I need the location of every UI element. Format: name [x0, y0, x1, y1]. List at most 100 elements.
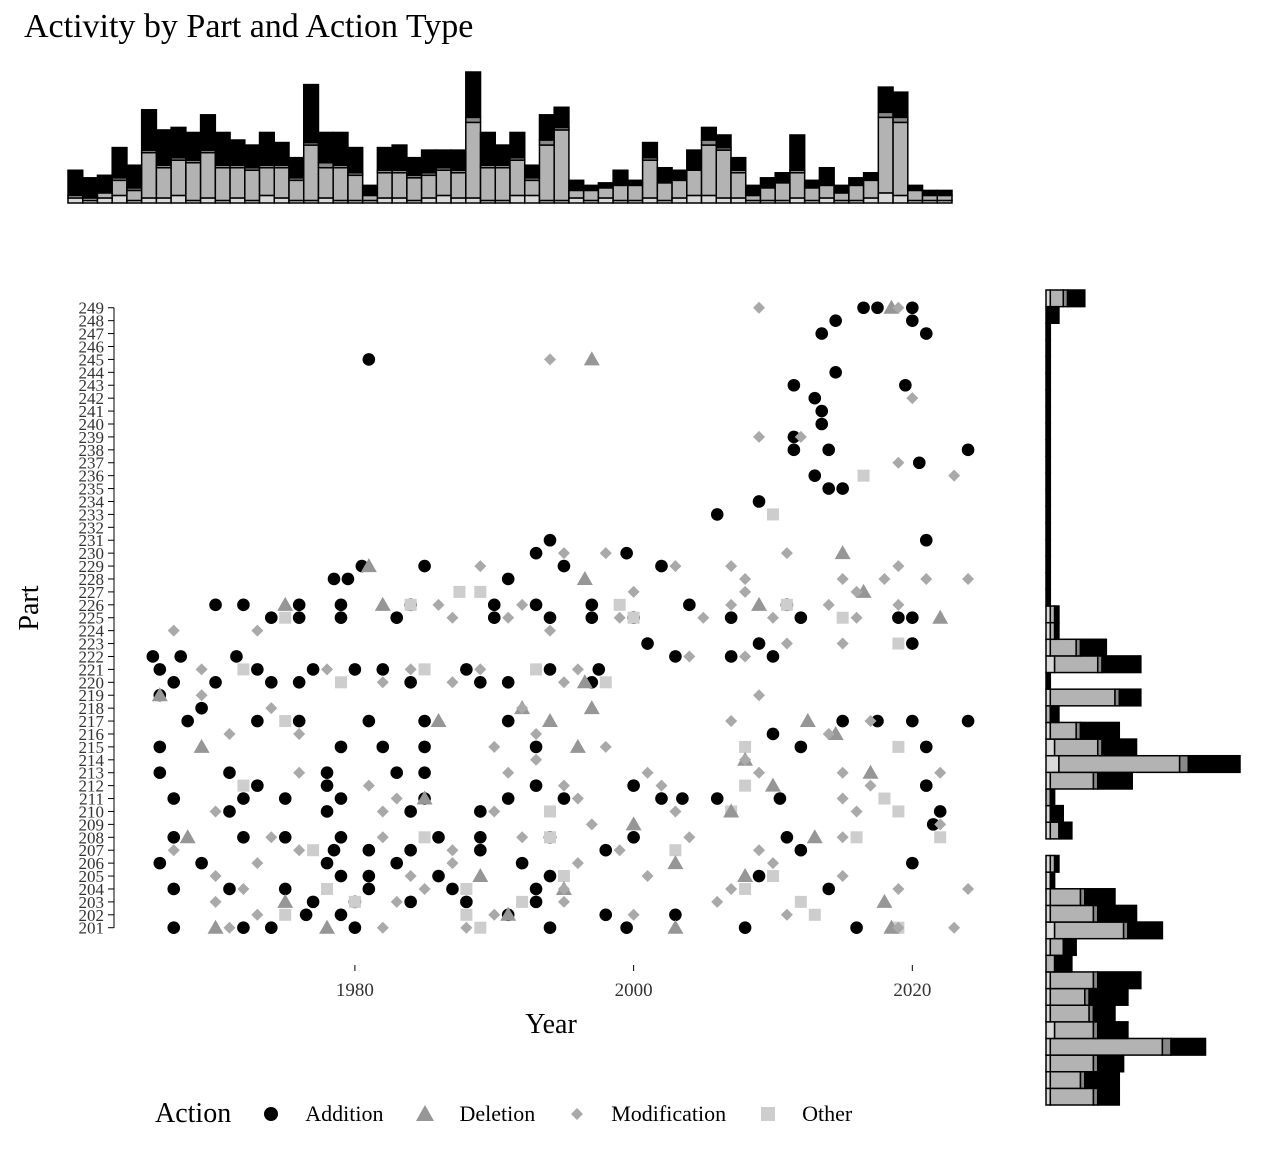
- right-hist-bar-modification: [1053, 921, 1125, 940]
- point-addition: [306, 663, 320, 676]
- point-addition: [404, 805, 417, 818]
- point-addition: [334, 869, 348, 883]
- top-hist-bar-modification: [627, 184, 644, 202]
- point-other: [279, 908, 292, 921]
- point-addition: [620, 546, 633, 560]
- point-modification: [571, 663, 584, 676]
- y-tick-label: 223: [79, 635, 105, 654]
- point-other: [739, 882, 752, 895]
- top-hist-bar-modification: [155, 166, 172, 199]
- top-hist-bar-addition: [656, 166, 673, 184]
- right-hist-bar-addition: [1049, 871, 1056, 890]
- top-hist-bar-modification: [435, 169, 452, 197]
- right-hist-bar-addition: [1101, 655, 1142, 674]
- point-other: [739, 779, 752, 792]
- point-addition: [738, 921, 752, 935]
- x-tick-label: 2020: [893, 980, 931, 1001]
- point-modification: [251, 624, 264, 637]
- point-deletion: [542, 713, 558, 728]
- point-addition: [153, 663, 167, 676]
- point-addition: [167, 792, 181, 805]
- point-deletion: [576, 674, 593, 689]
- y-tick-label: 206: [79, 854, 105, 873]
- point-addition: [223, 882, 236, 896]
- point-modification: [836, 792, 849, 805]
- point-addition: [334, 792, 348, 805]
- right-hist-bar-addition: [1045, 505, 1052, 524]
- point-modification: [195, 663, 208, 676]
- point-addition: [146, 650, 160, 663]
- point-addition: [195, 856, 208, 870]
- x-tick-label: 1980: [336, 980, 374, 1001]
- point-deletion: [416, 790, 433, 805]
- right-hist-bar-modification: [1058, 754, 1181, 774]
- top-hist-bar-modification: [391, 172, 408, 199]
- point-modification: [544, 353, 556, 366]
- top-hist-bar-addition: [244, 144, 261, 169]
- point-other: [892, 805, 905, 818]
- y-tick-label: 249: [79, 299, 105, 318]
- right-hist-bar-addition: [1045, 305, 1060, 325]
- point-other: [892, 740, 905, 753]
- y-tick-label: 222: [79, 647, 105, 666]
- top-hist-bar-other: [877, 192, 894, 204]
- square-icon: [761, 1107, 776, 1121]
- point-addition: [620, 921, 633, 935]
- point-modification: [822, 727, 835, 740]
- right-hist-bar-modification: [1045, 954, 1056, 973]
- point-modification: [488, 740, 501, 753]
- right-hist-bar-addition: [1049, 788, 1056, 807]
- point-addition: [710, 792, 724, 805]
- point-modification: [613, 611, 626, 624]
- point-addition: [348, 663, 362, 676]
- point-modification: [530, 727, 543, 740]
- right-hist-bar-addition: [1170, 1037, 1207, 1056]
- point-modification: [195, 689, 208, 702]
- point-addition: [829, 314, 842, 327]
- point-other: [516, 895, 529, 908]
- point-modification: [362, 779, 375, 792]
- point-addition: [390, 856, 404, 870]
- top-hist-bar-modification: [302, 144, 320, 202]
- point-modification: [962, 572, 975, 585]
- point-modification: [725, 598, 738, 611]
- point-addition: [404, 676, 417, 689]
- point-other: [418, 663, 431, 676]
- right-hist-bar-modification: [1049, 771, 1095, 790]
- point-modification: [739, 650, 752, 663]
- right-hist-bar-addition: [1096, 771, 1133, 790]
- right-hist-bar-addition: [1049, 705, 1060, 724]
- right-hist-bar-modification: [1049, 721, 1077, 740]
- top-marginal-histogram: [67, 71, 953, 204]
- point-addition: [474, 843, 487, 857]
- point-modification: [446, 611, 459, 624]
- top-hist-bar-addition: [892, 91, 909, 119]
- point-addition: [529, 882, 543, 896]
- top-hist-bar-addition: [111, 146, 128, 179]
- point-addition: [460, 663, 473, 676]
- right-hist-bar-addition: [1066, 289, 1086, 308]
- point-addition: [919, 533, 933, 547]
- point-modification: [892, 882, 905, 895]
- point-modification: [265, 831, 278, 844]
- point-modification: [753, 766, 766, 779]
- top-hist-bar-modification: [597, 187, 614, 199]
- y-tick-label: 215: [79, 738, 105, 757]
- point-addition: [912, 456, 926, 470]
- y-tick-label: 240: [79, 415, 105, 434]
- top-hist-bar-modification: [140, 151, 158, 199]
- point-addition: [209, 598, 222, 612]
- top-hist-bar-modification: [803, 187, 821, 202]
- point-modification: [418, 882, 431, 895]
- point-modification: [641, 766, 654, 779]
- point-addition: [460, 895, 473, 909]
- point-deletion: [500, 906, 517, 921]
- top-hist-bar-addition: [862, 172, 880, 182]
- point-addition: [794, 843, 808, 857]
- top-hist-bar-addition: [553, 106, 570, 129]
- point-addition: [836, 714, 849, 728]
- triangle-icon: [416, 1105, 435, 1121]
- point-modification: [753, 689, 766, 702]
- point-modification: [516, 702, 529, 715]
- point-addition: [787, 378, 801, 392]
